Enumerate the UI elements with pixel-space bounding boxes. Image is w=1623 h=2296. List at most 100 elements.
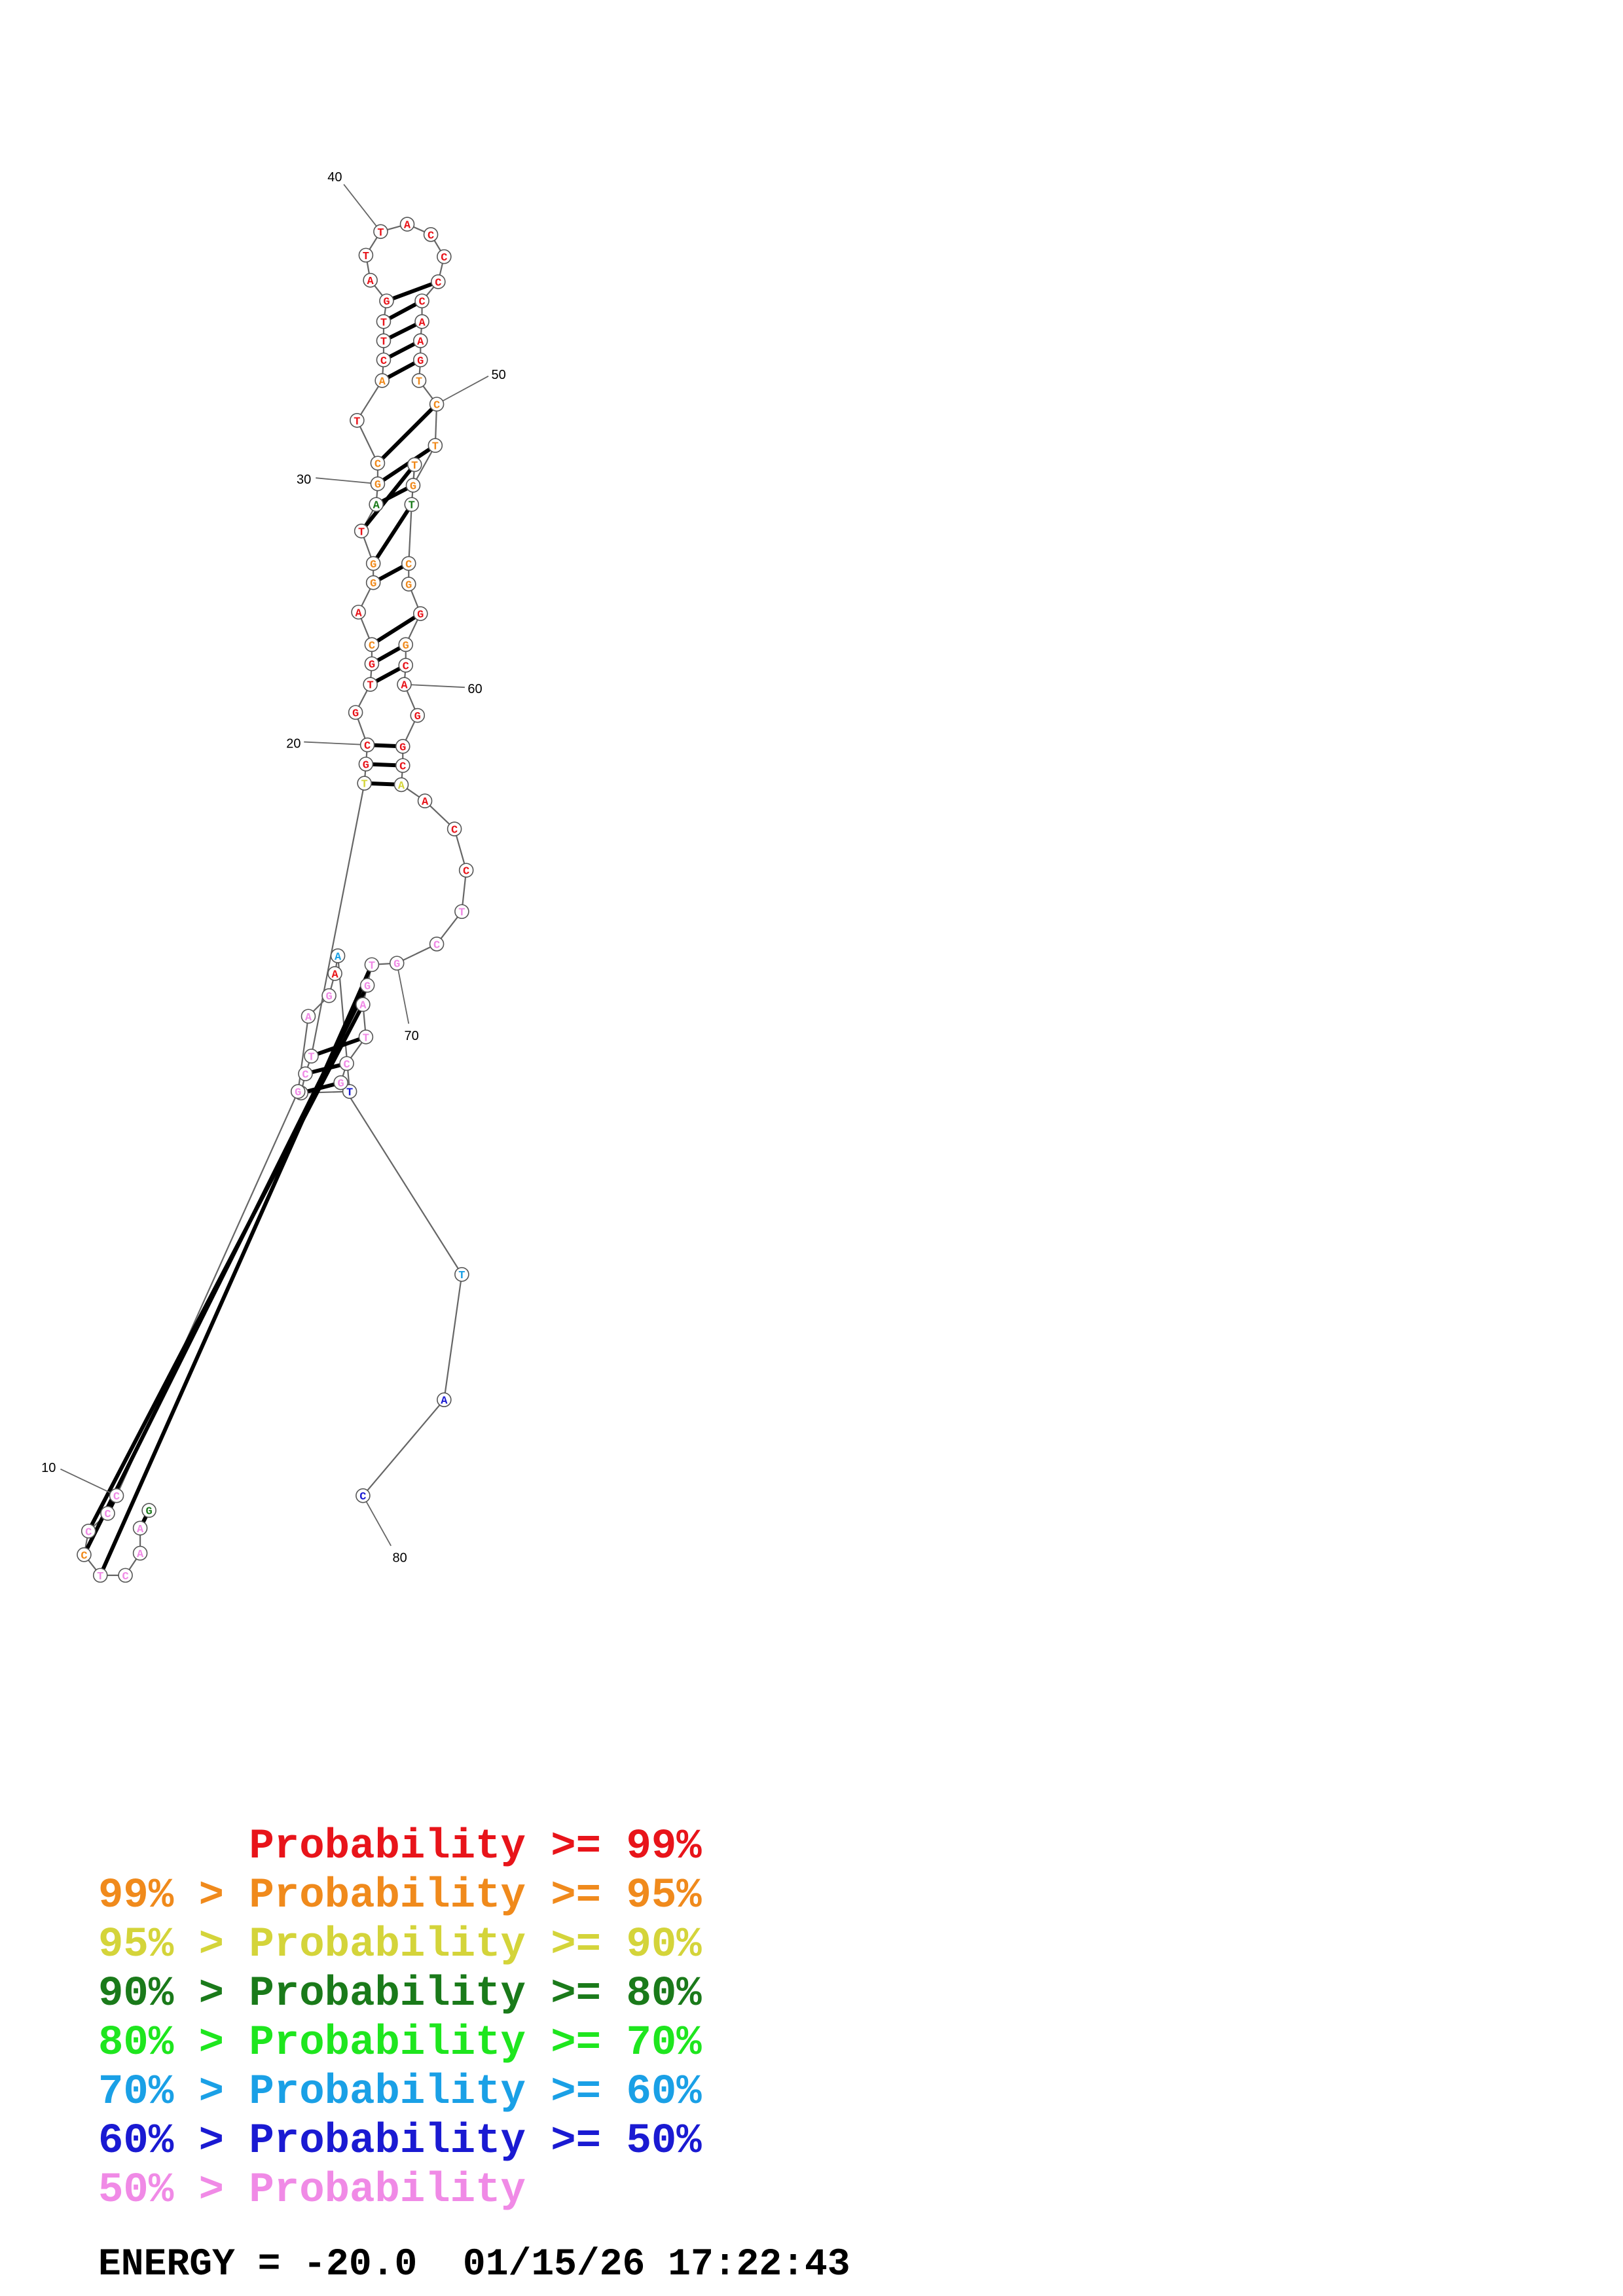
base-letter: G	[417, 355, 424, 368]
backbone-lines	[83, 223, 467, 1576]
base-letter: G	[399, 742, 406, 754]
position-tick	[396, 963, 410, 1024]
base-letter: T	[97, 1571, 103, 1583]
base-circle	[405, 478, 421, 493]
base-letter: G	[414, 711, 421, 723]
legend-row: Probability >= 99%	[98, 1826, 701, 1868]
base-circle	[118, 1568, 133, 1583]
base-letter: G	[352, 708, 359, 721]
base-node: T	[428, 438, 443, 454]
base-circle	[92, 1568, 108, 1583]
base-pair-bond	[376, 444, 437, 486]
base-circle	[373, 224, 388, 240]
base-circle	[398, 658, 414, 673]
base-letter: A	[379, 376, 386, 388]
base-node: C	[376, 352, 392, 368]
base-circle	[351, 604, 366, 620]
base-circle	[411, 373, 427, 388]
base-node: G	[398, 637, 414, 653]
base-node: C	[429, 397, 445, 412]
base-letter: C	[463, 866, 469, 878]
base-circle	[401, 556, 416, 571]
legend-row: 80% > Probability >= 70%	[98, 2022, 702, 2064]
base-node: C	[401, 556, 416, 571]
backbone-segment	[408, 504, 412, 564]
position-tick	[436, 375, 489, 405]
base-circle	[365, 556, 381, 571]
base-node: G	[141, 1503, 156, 1518]
base-circle	[376, 333, 392, 348]
legend-row: 99% > Probability >= 95%	[98, 1875, 702, 1917]
legend-label: Probability >= 95%	[249, 1873, 702, 1920]
legend-row: 60% > Probability >= 50%	[98, 2121, 702, 2162]
base-circle	[370, 456, 386, 471]
base-node: T	[363, 677, 378, 692]
base-node: C	[447, 821, 462, 837]
base-circle	[364, 637, 380, 653]
base-letter: T	[432, 441, 439, 454]
position-label: 50	[491, 368, 505, 382]
base-node: C	[364, 637, 380, 653]
base-node: G	[348, 705, 363, 721]
base-letter: C	[104, 1509, 111, 1521]
position-label: 60	[467, 682, 482, 696]
base-circle	[357, 776, 372, 791]
base-node: A	[414, 314, 429, 329]
base-node: G	[401, 577, 416, 592]
base-node: C	[398, 658, 414, 673]
base-node: C	[109, 1488, 124, 1503]
base-letter: T	[377, 227, 384, 240]
base-circle	[330, 948, 346, 963]
base-letter: A	[335, 951, 342, 963]
base-node: G	[321, 988, 337, 1003]
base-node: C	[81, 1523, 96, 1539]
base-letter: A	[401, 680, 408, 692]
base-node: G	[333, 1075, 348, 1090]
base-circle	[393, 777, 409, 793]
position-tick	[343, 184, 382, 232]
base-letter: C	[428, 230, 434, 242]
base-circle	[410, 708, 426, 723]
base-node: A	[301, 1009, 316, 1024]
base-circle	[417, 793, 433, 809]
base-letter: G	[146, 1506, 153, 1518]
backbone-segment	[362, 1399, 445, 1496]
base-letter: T	[458, 1270, 465, 1282]
base-pair-bond	[98, 963, 374, 1577]
base-letter: G	[363, 759, 369, 772]
backbone-segment	[310, 783, 365, 1056]
base-circle	[327, 966, 342, 981]
base-node: C	[118, 1568, 133, 1583]
base-node: C	[356, 1488, 371, 1503]
base-circle	[81, 1523, 96, 1539]
base-circle	[401, 577, 416, 592]
base-letter: G	[364, 980, 371, 993]
backbone-segment	[297, 1016, 310, 1092]
base-letter: A	[404, 220, 411, 232]
base-letter: G	[295, 1087, 301, 1100]
base-node: T	[358, 247, 374, 263]
base-letter: T	[458, 907, 465, 920]
base-node: T	[364, 957, 380, 973]
base-node: A	[356, 997, 371, 1013]
base-letter: T	[411, 460, 418, 473]
base-circle	[399, 217, 415, 232]
base-circle	[414, 293, 429, 309]
backbone-segment	[356, 420, 378, 464]
base-circle	[414, 314, 429, 329]
base-letter: A	[359, 1000, 367, 1013]
legend-row: 50% > Probability	[98, 2170, 526, 2212]
legend-prefix: 90% >	[98, 1971, 249, 2018]
legend-prefix: 80% >	[98, 2020, 249, 2067]
base-circle	[100, 1505, 115, 1521]
base-circle	[359, 737, 375, 753]
base-pair-bond	[386, 279, 439, 303]
legend-row: 70% > Probability >= 60%	[98, 2072, 702, 2113]
base-letter: T	[369, 960, 375, 973]
base-circle	[358, 1030, 374, 1045]
base-letter: T	[380, 336, 387, 349]
base-node: T	[373, 224, 388, 240]
base-letter: A	[373, 500, 380, 512]
base-letter: C	[451, 825, 458, 837]
